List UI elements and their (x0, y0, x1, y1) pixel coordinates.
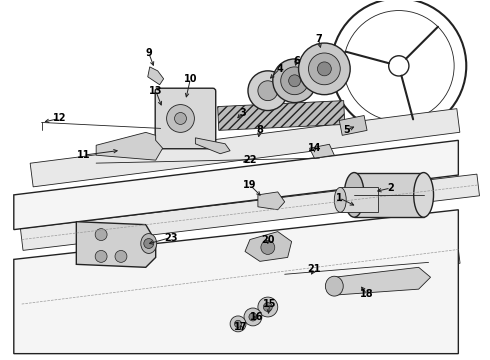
Polygon shape (340, 188, 378, 212)
Circle shape (235, 320, 242, 328)
Text: 11: 11 (76, 150, 90, 160)
Circle shape (263, 302, 272, 311)
Polygon shape (21, 174, 480, 250)
Circle shape (248, 71, 288, 111)
Text: 3: 3 (240, 108, 246, 117)
Text: 9: 9 (146, 48, 152, 58)
Text: 17: 17 (234, 322, 248, 332)
Polygon shape (14, 210, 458, 354)
Text: 7: 7 (315, 34, 322, 44)
Circle shape (95, 229, 107, 240)
Text: 6: 6 (293, 56, 300, 66)
Polygon shape (148, 67, 164, 85)
Text: 21: 21 (308, 264, 321, 274)
Polygon shape (258, 192, 285, 210)
Text: 5: 5 (343, 125, 349, 135)
Polygon shape (354, 172, 424, 217)
Circle shape (95, 251, 107, 262)
Polygon shape (310, 144, 334, 158)
Polygon shape (30, 109, 460, 187)
Polygon shape (339, 116, 367, 135)
Polygon shape (96, 132, 163, 160)
Polygon shape (334, 267, 431, 295)
Text: 22: 22 (243, 155, 257, 165)
Text: 14: 14 (308, 143, 321, 153)
Text: 1: 1 (336, 193, 343, 203)
Circle shape (273, 59, 317, 103)
Circle shape (258, 81, 278, 100)
Ellipse shape (414, 172, 434, 217)
Circle shape (298, 43, 350, 95)
Circle shape (244, 308, 262, 326)
Text: 12: 12 (53, 113, 66, 123)
Text: 4: 4 (276, 64, 283, 74)
Ellipse shape (344, 172, 364, 217)
Circle shape (258, 297, 278, 317)
Circle shape (144, 239, 154, 248)
Text: 2: 2 (388, 183, 394, 193)
Circle shape (115, 251, 127, 262)
Text: 18: 18 (360, 289, 374, 299)
Text: 10: 10 (184, 74, 197, 84)
Ellipse shape (141, 234, 157, 253)
Text: 23: 23 (164, 233, 177, 243)
Circle shape (174, 113, 187, 125)
Circle shape (309, 53, 340, 85)
Text: 16: 16 (250, 312, 264, 322)
Circle shape (318, 62, 331, 76)
Polygon shape (20, 236, 460, 318)
Circle shape (261, 240, 275, 255)
Circle shape (249, 313, 257, 321)
Text: 8: 8 (256, 125, 263, 135)
Polygon shape (218, 101, 345, 130)
Circle shape (289, 75, 300, 87)
Ellipse shape (325, 276, 343, 296)
Polygon shape (245, 231, 292, 261)
Circle shape (230, 316, 246, 332)
Text: 19: 19 (243, 180, 257, 190)
Polygon shape (14, 140, 458, 230)
FancyBboxPatch shape (155, 88, 216, 149)
Circle shape (167, 105, 195, 132)
Text: 15: 15 (263, 299, 276, 309)
Ellipse shape (322, 55, 340, 77)
Circle shape (281, 67, 309, 95)
Polygon shape (196, 138, 230, 154)
Polygon shape (76, 222, 156, 267)
Ellipse shape (334, 188, 346, 212)
Text: 20: 20 (261, 234, 274, 244)
Text: 13: 13 (149, 86, 163, 96)
